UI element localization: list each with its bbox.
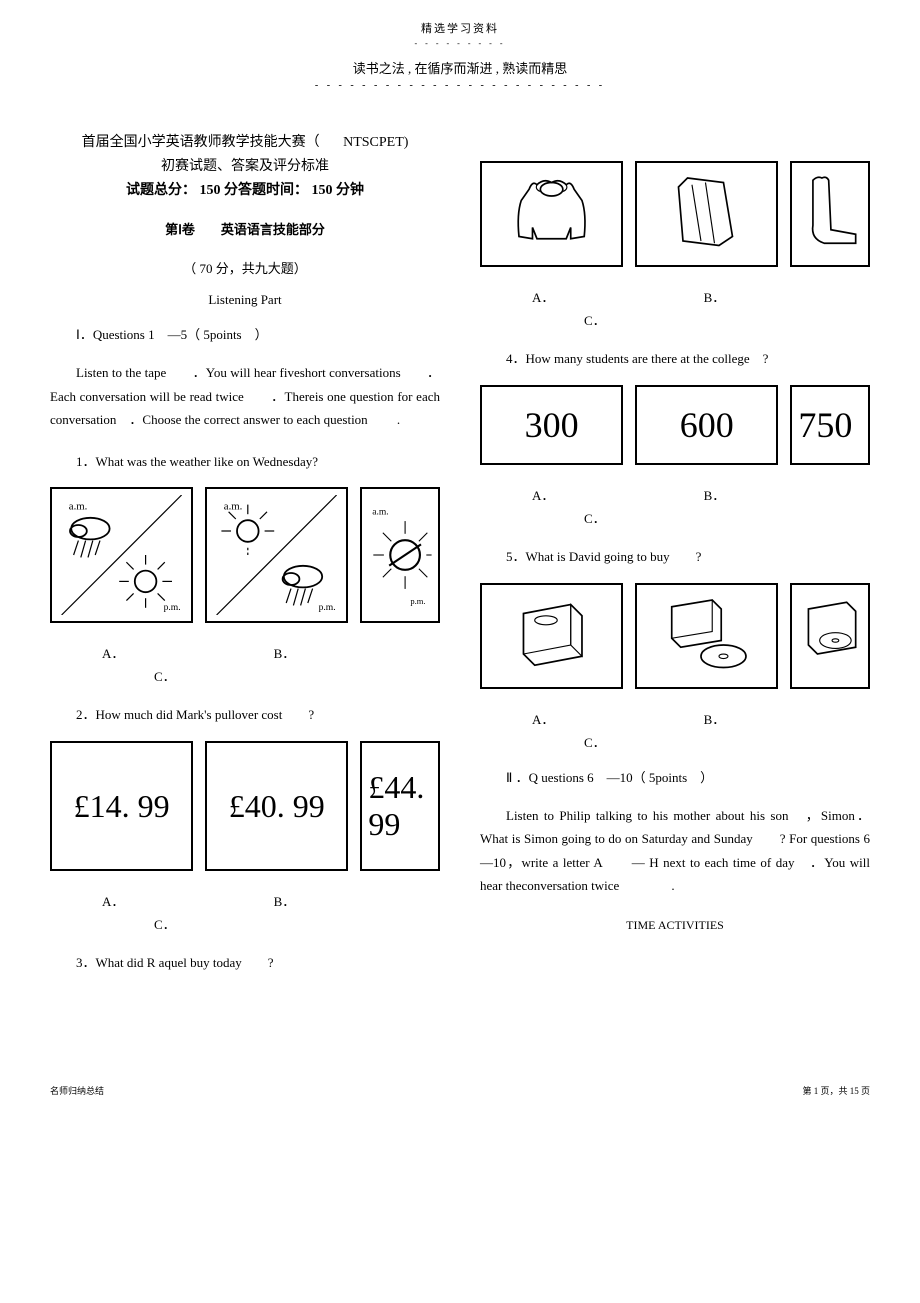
price-3: £44. 99 [368, 769, 432, 843]
top-dots: - - - - - - - - - [50, 39, 870, 48]
left-column: 首届全国小学英语教师教学技能大赛（ NTSCPET) 初赛试题、答案及评分标准 … [50, 131, 440, 984]
q4-options: A． B． C． [480, 485, 870, 527]
q5-image-a [480, 583, 623, 689]
questions-heading: Ⅰ．Questions 1 —5（ 5points ） [50, 323, 440, 346]
instructions: Listen to the tape ．You will hear fivesh… [50, 361, 440, 431]
q3-image-c [790, 161, 870, 267]
q1-image-b: a.m. p.m. [205, 487, 348, 623]
num-2: 600 [680, 404, 734, 446]
q4-image-b: 600 [635, 385, 778, 465]
q5-opt-a: A． [506, 709, 554, 728]
title-line-2: 初赛试题、答案及评分标准 [50, 155, 440, 175]
q4-opt-c: C． [558, 508, 870, 527]
q2-opt-c: C． [128, 914, 440, 933]
q1-opt-b: B． [248, 643, 296, 662]
section-heading: 第Ⅰ卷 英语语言技能部分 [50, 219, 440, 238]
footer-left: 名师归纳总结 [50, 1084, 104, 1097]
q3-options: A． B． C． [480, 287, 870, 329]
q3-opt-c: C． [558, 310, 870, 329]
q2-opt-b: B． [248, 891, 296, 910]
question-5: 5．What is David going to buy ? [480, 547, 870, 568]
q2-image-c: £44. 99 [360, 741, 440, 871]
q3-image-row [480, 161, 870, 267]
q2-image-a: £14. 99 [50, 741, 193, 871]
q2-options: A． B． C． [50, 891, 440, 933]
q4-image-c: 750 [790, 385, 870, 465]
q1-opt-c: C． [128, 666, 440, 685]
q3-image-b [635, 161, 778, 267]
title-block: 首届全国小学英语教师教学技能大赛（ NTSCPET) 初赛试题、答案及评分标准 … [50, 131, 440, 199]
section-sub: （ 70 分，共九大题） [50, 258, 440, 277]
title-1a: 首届全国小学英语教师教学技能大赛（ [82, 135, 320, 150]
q1-image-a: a.m. p.m. [50, 487, 193, 623]
motto-text: 读书之法 , 在循序而渐进 , 熟读而精思 [50, 58, 870, 77]
listening-part: Listening Part [50, 292, 440, 308]
q5-image-b [635, 583, 778, 689]
q2-image-row: £14. 99 £40. 99 £44. 99 [50, 741, 440, 871]
question-2: 2．How much did Mark's pullover cost ? [50, 705, 440, 726]
top-header: 精选学习资料 [50, 20, 870, 36]
footer-right: 第 1 页，共 15 页 [802, 1084, 870, 1097]
question-3: 3．What did R aquel buy today ? [50, 953, 440, 974]
num-1: 300 [525, 404, 579, 446]
q3-opt-b: B． [678, 287, 726, 306]
q5-options: A． B． C． [480, 709, 870, 751]
svg-text:p.m.: p.m. [319, 603, 336, 614]
title-1b: NTSCPET) [343, 135, 408, 150]
price-1: £14. 99 [74, 788, 170, 825]
page-footer: 名师归纳总结 第 1 页，共 15 页 [50, 1084, 870, 1097]
time-activities-header: TIME ACTIVITIES [480, 918, 870, 933]
am-label: a.m. [69, 501, 88, 513]
section2-instructions: Listen to Philip talking to his mother a… [480, 804, 870, 898]
section2-heading: Ⅱ ．Q uestions 6 —10（ 5points ） [480, 766, 870, 789]
title-line-1: 首届全国小学英语教师教学技能大赛（ NTSCPET) [50, 131, 440, 151]
svg-text:a.m.: a.m. [373, 508, 389, 518]
q2-opt-a: A． [76, 891, 124, 910]
num-3: 750 [798, 404, 852, 446]
title-line-3: 试题总分： 150 分答题时间： 150 分钟 [50, 179, 440, 199]
q4-image-row: 300 600 750 [480, 385, 870, 465]
price-2: £40. 99 [229, 788, 325, 825]
svg-text:a.m.: a.m. [224, 501, 243, 513]
svg-text:p.m.: p.m. [411, 596, 426, 606]
right-column: A． B． C． 4．How many students are there a… [480, 131, 870, 984]
q5-opt-b: B． [678, 709, 726, 728]
q3-image-a [480, 161, 623, 267]
question-4: 4．How many students are there at the col… [480, 349, 870, 370]
q5-image-c [790, 583, 870, 689]
q1-image-row: a.m. p.m. a.m. [50, 487, 440, 623]
q2-image-b: £40. 99 [205, 741, 348, 871]
motto-underline: - - - - - - - - - - - - - - - - - - - - … [50, 80, 870, 91]
q4-opt-a: A． [506, 485, 554, 504]
q1-image-c: a.m. p.m. [360, 487, 440, 623]
q4-image-a: 300 [480, 385, 623, 465]
question-1: 1．What was the weather like on Wednesday… [50, 452, 440, 473]
q3-opt-a: A． [506, 287, 554, 306]
content-columns: 首届全国小学英语教师教学技能大赛（ NTSCPET) 初赛试题、答案及评分标准 … [50, 131, 870, 984]
q4-opt-b: B． [678, 485, 726, 504]
q5-image-row [480, 583, 870, 689]
svg-text:p.m.: p.m. [164, 603, 181, 614]
q5-opt-c: C． [558, 732, 870, 751]
q1-options: A． B． C． [50, 643, 440, 685]
q1-opt-a: A． [76, 643, 124, 662]
